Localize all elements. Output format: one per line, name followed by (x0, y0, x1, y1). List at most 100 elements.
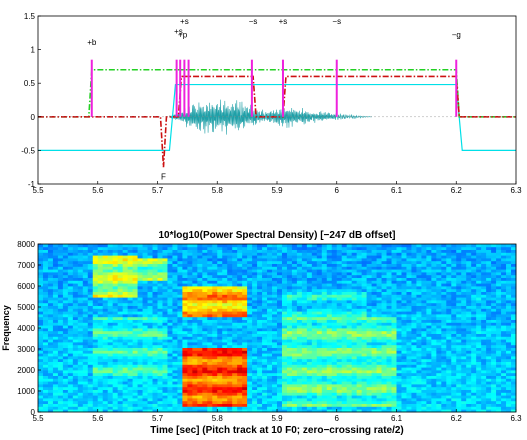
spectrogram-cell (42, 353, 49, 357)
spectrogram-cell (127, 314, 134, 318)
spectrogram-cell (157, 286, 163, 290)
spectrogram-cell (107, 263, 114, 267)
spectrogram-cell (416, 263, 422, 267)
spectrogram-cell (242, 333, 248, 337)
spectrogram-cell (331, 328, 338, 332)
spectrogram-cell (416, 336, 422, 340)
spectrogram-cell (42, 288, 49, 292)
spectrogram-cell (112, 319, 119, 323)
spectrogram-cell (197, 266, 203, 270)
spectrogram-cell (252, 375, 258, 379)
spectrogram-cell (252, 347, 258, 351)
spectrogram-cell (157, 294, 163, 298)
spectrogram-cell (67, 255, 74, 259)
spectrogram-cell (341, 277, 348, 281)
spectrogram-cell (38, 378, 44, 382)
spectrogram-cell (356, 392, 363, 396)
spectrogram-cell (286, 297, 293, 301)
spectrogram-cell (316, 314, 323, 318)
spectrogram-cell (281, 266, 288, 270)
spectrogram-cell (436, 305, 442, 309)
spectrogram-cell (97, 328, 104, 332)
spectrogram-cell (311, 381, 318, 385)
spectrogram-cell (446, 406, 452, 410)
spectrogram-cell (286, 258, 293, 262)
spectrogram-cell (242, 325, 248, 329)
spectrogram-cell (386, 308, 392, 312)
spectrogram-cell (336, 333, 343, 337)
spectrogram-cell (376, 333, 382, 337)
spectrogram-cell (376, 409, 382, 413)
spectrogram-cell (267, 330, 273, 334)
spectrogram-cell (396, 409, 402, 413)
spectrogram-cell (361, 356, 368, 360)
spectrogram-cell (371, 314, 377, 318)
spectrogram-cell (386, 330, 392, 334)
spectrogram-cell (386, 342, 392, 346)
spectrogram-cell (82, 375, 89, 379)
spectrogram-cell (277, 266, 283, 270)
spectrogram-cell (267, 336, 273, 340)
spectrogram-cell (212, 244, 218, 248)
spectrogram-cell (321, 255, 328, 259)
spectrogram-cell (187, 356, 193, 360)
spectrogram-cell (281, 325, 288, 329)
spectrogram-cell (222, 297, 228, 301)
spectrogram-cell (262, 311, 268, 315)
spectrogram-cell (82, 302, 89, 306)
spectrogram-cell (102, 336, 109, 340)
spectrogram-cell (237, 297, 243, 301)
spectrogram-cell (157, 302, 163, 306)
spectrogram-cell (421, 294, 427, 298)
spectrogram-cell (117, 311, 124, 315)
spectrogram-cell (237, 392, 243, 396)
spectrogram-cell (117, 400, 124, 404)
spectrogram-cell (301, 246, 308, 250)
spectrogram-cell (77, 381, 84, 385)
spectrogram-cell (436, 283, 442, 287)
spectrogram-cell (197, 322, 203, 326)
spectrogram-cell (187, 244, 193, 248)
spectrogram-cell (187, 358, 193, 362)
spectrogram-cell (386, 260, 392, 264)
spectrogram-cell (391, 395, 397, 399)
spectrogram-cell (321, 406, 328, 410)
spectrogram-cell (97, 389, 104, 393)
spectrogram-cell (311, 266, 318, 270)
spectrogram-cell (311, 350, 318, 354)
spectrogram-cell (212, 266, 218, 270)
spectrogram-cell (67, 392, 74, 396)
spectrogram-cell (212, 389, 218, 393)
spectrogram-cell (222, 258, 228, 262)
spectrogram-cell (431, 339, 437, 343)
spectrogram-cell (341, 325, 348, 329)
spectrogram-cell (57, 269, 64, 273)
spectrogram-cell (391, 356, 397, 360)
spectrogram-cell (341, 300, 348, 304)
spectrogram-cell (132, 260, 138, 264)
spectrogram-cell (222, 272, 228, 276)
spectrogram-cell (192, 384, 198, 388)
spectrogram-cell (431, 255, 437, 259)
spectrogram-cell (107, 358, 114, 362)
spectrogram-cell (386, 364, 392, 368)
spectrogram-cell (227, 300, 233, 304)
spectrogram-cell (47, 249, 54, 253)
spectrogram-cell (272, 252, 278, 256)
spectrogram-cell (336, 255, 343, 259)
spectrogram-cell (162, 311, 168, 315)
spectrogram-cell (52, 384, 59, 388)
spectrogram-cell (182, 406, 188, 410)
spectrogram-cell (326, 378, 333, 382)
spectrogram-cell (371, 260, 377, 264)
spectrogram-cell (277, 330, 283, 334)
spectrogram-cell (291, 330, 298, 334)
spectrogram-cell (77, 274, 84, 278)
spectrogram-cell (217, 384, 223, 388)
spectrogram-cell (72, 403, 79, 407)
spectrogram-cell (396, 308, 402, 312)
spectrogram-cell (391, 372, 397, 376)
spectrogram-cell (92, 406, 99, 410)
spectrogram-cell (107, 347, 114, 351)
spectrogram-cell (192, 266, 198, 270)
